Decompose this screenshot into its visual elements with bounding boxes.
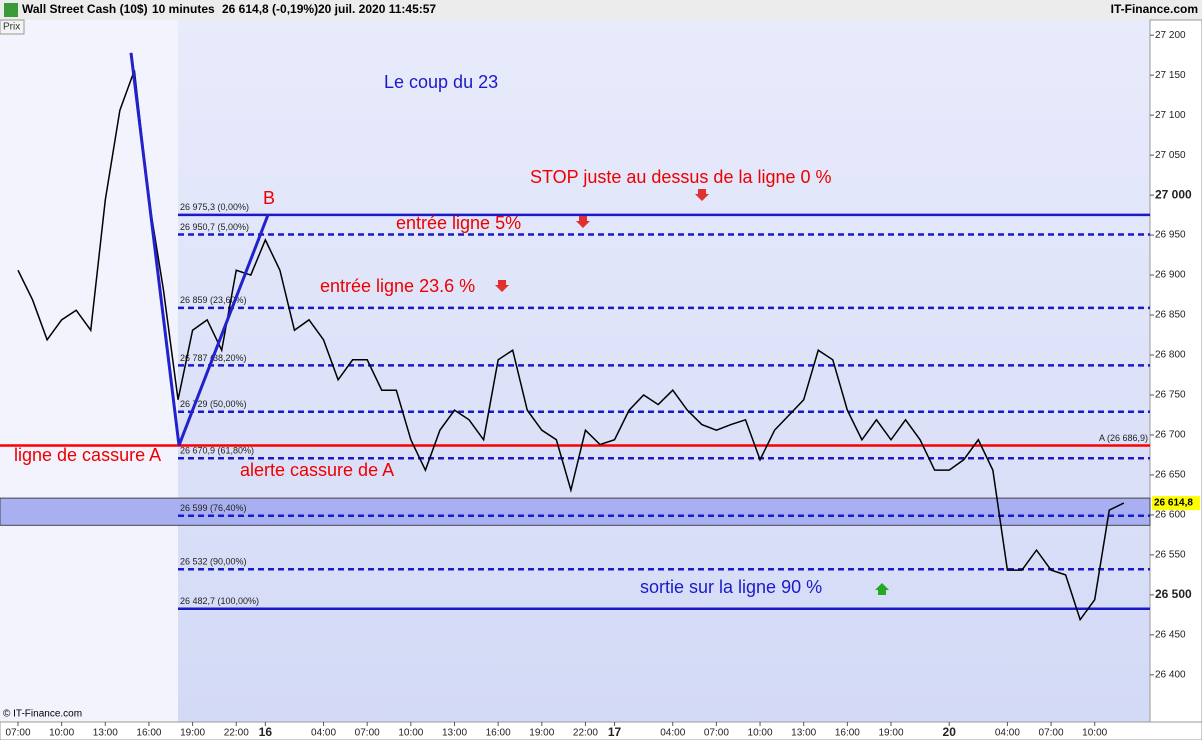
last-price-label: 26 614,8 [1154,498,1193,509]
y-tick-label: 27 000 [1155,187,1192,201]
x-tick-label: 17 [608,725,622,739]
brand: IT-Finance.com [1111,2,1198,16]
header-bar [0,0,1202,20]
y-tick-label: 26 800 [1155,350,1186,361]
annotation: sortie sur la ligne 90 % [640,577,822,597]
fib-level-label: 26 482,7 (100,00%) [180,596,259,606]
x-tick-label: 10:00 [49,728,74,739]
price-zone [0,497,1151,526]
y-tick-label: 26 900 [1155,270,1186,281]
y-tick-label: 26 450 [1155,629,1186,640]
reference-label: A (26 686,9) [1099,433,1148,443]
fib-level-label: 26 599 (76,40%) [180,503,247,513]
x-tick-label: 22:00 [224,728,249,739]
x-tick-label: 16:00 [136,728,161,739]
y-label-box [0,19,25,35]
y-tick-label: 27 200 [1155,30,1186,41]
last-price-box [1152,496,1200,511]
x-tick-label: 19:00 [180,728,205,739]
x-tick-label: 10:00 [1082,728,1107,739]
fib-level-label: 26 975,3 (0,00%) [180,202,249,212]
zigzag-label: B [263,188,275,208]
annotation: STOP juste au dessus de la ligne 0 % [530,167,832,187]
y-tick-label: 26 700 [1155,430,1186,441]
annotation: ligne de cassure A [14,445,161,465]
fib-level-label: 26 859 (23,60%) [180,295,247,305]
fib-background [178,20,1150,722]
fib-level-label: 26 532 (90,00%) [180,557,247,567]
arrow-down [695,189,709,201]
x-tick-label: 07:00 [355,728,380,739]
interval: 10 minutes [152,2,215,16]
x-tick-label: 04:00 [660,728,685,739]
x-tick-label: 13:00 [791,728,816,739]
y-tick-label: 26 850 [1155,310,1186,321]
x-tick-label: 22:00 [573,728,598,739]
datetime: 20 juil. 2020 11:45:57 [318,2,436,16]
y-tick-label: 26 400 [1155,669,1186,680]
x-tick-label: 19:00 [529,728,554,739]
fib-level-label: 26 950,7 (5,00%) [180,222,249,232]
x-tick-label: 07:00 [5,728,30,739]
y-tick-label: 26 500 [1155,587,1192,601]
x-tick-label: 04:00 [995,728,1020,739]
y-tick-label: 27 100 [1155,110,1186,121]
y-tick-label: 26 600 [1155,510,1186,521]
y-tick-label: 26 650 [1155,470,1186,481]
y-tick-label: 26 950 [1155,230,1186,241]
arrow-down [495,280,509,292]
x-tick-label: 13:00 [442,728,467,739]
y-tick-label: 26 550 [1155,550,1186,561]
y-tick-label: 27 150 [1155,70,1186,81]
y-axis-label: Prix [3,22,20,33]
chart-layer: 26 400 26 450 26 500 26 550 26 600 26 650 26 7… [0,30,1200,739]
fib-level-label: 26 729 (50,00%) [180,399,247,409]
x-tick-label: 10:00 [748,728,773,739]
x-tick-label: 04:00 [311,728,336,739]
price-line [17,70,1125,622]
x-tick-label: 10:00 [398,728,423,739]
x-tick-label: 07:00 [1039,728,1064,739]
arrow-up [875,583,889,595]
y-tick-label: 27 050 [1155,150,1186,161]
watermark: © IT-Finance.com [3,709,82,720]
zigzag [129,52,270,446]
x-tick-label: 07:00 [704,728,729,739]
x-tick-label: 16 [259,725,273,739]
y-axis-area [1149,19,1202,723]
instrument: Wall Street Cash (10$) [22,2,148,16]
fib-level-label: 26 670,9 (61,80%) [180,446,254,456]
x-tick-label: 19:00 [878,728,903,739]
arrow-down [576,216,590,228]
x-axis-area [0,721,1202,740]
x-tick-label: 16:00 [486,728,511,739]
x-tick-label: 13:00 [93,728,118,739]
logo [4,3,18,17]
x-tick-label: 16:00 [835,728,860,739]
quote: 26 614,8 (-0,19%) [222,2,318,16]
annotation: entrée ligne 23.6 % [320,276,475,296]
annotation: entrée ligne 5% [396,213,521,233]
x-tick-label: 20 [943,725,957,739]
annotation: alerte cassure de A [240,460,394,480]
y-tick-label: 26 750 [1155,390,1186,401]
annotation: Le coup du 23 [384,72,498,92]
